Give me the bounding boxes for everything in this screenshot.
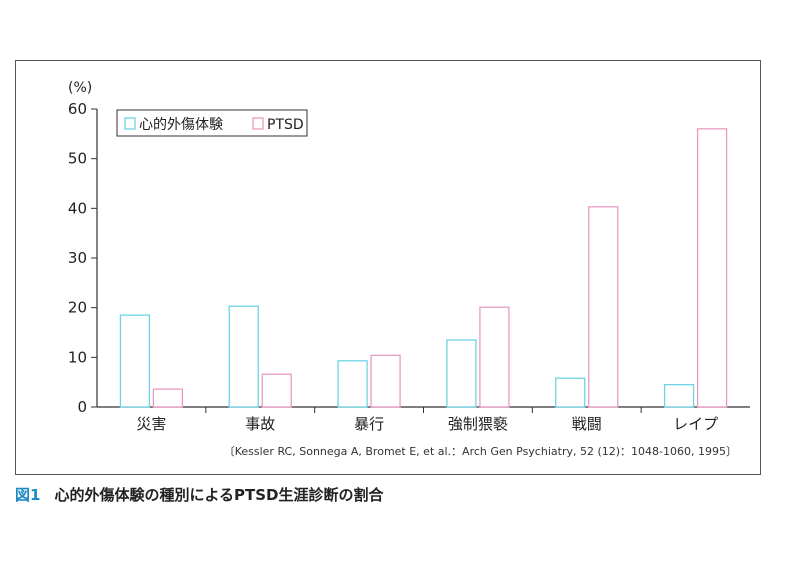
figure-frame — [15, 60, 761, 475]
legend-label-trauma: 心的外傷体験 — [139, 117, 223, 133]
y-axis-unit: (%) — [68, 80, 92, 96]
y-tick-label: 50 — [68, 150, 87, 168]
bar-trauma — [228, 305, 259, 408]
bar-ptsd — [696, 128, 728, 408]
y-tick-label: 0 — [77, 398, 87, 416]
bar-ptsd — [479, 306, 510, 408]
bar-trauma — [446, 339, 477, 408]
bar-ptsd — [370, 354, 401, 408]
legend-swatch-ptsd — [252, 117, 264, 130]
bar-trauma — [337, 360, 368, 408]
x-tick-label: 事故 — [245, 415, 275, 433]
y-tick-label: 60 — [68, 100, 87, 118]
legend-box — [116, 109, 308, 137]
bar-trauma — [555, 377, 586, 408]
legend-swatch-trauma — [124, 117, 136, 130]
y-tick-label: 30 — [68, 249, 87, 267]
source-citation: 〔Kessler RC, Sonnega A, Bromet E, et al.… — [224, 445, 737, 458]
x-tick-label: 災害 — [136, 415, 166, 433]
figure-caption-text: 心的外傷体験の種別によるPTSD生涯診断の割合 — [54, 486, 384, 504]
x-tick-label: 暴行 — [354, 415, 384, 433]
figure-caption: 図1 心的外傷体験の種別によるPTSD生涯診断の割合 — [15, 484, 383, 505]
bar-ptsd — [152, 388, 184, 408]
figure-number: 図1 — [15, 486, 41, 504]
legend-label-ptsd: PTSD — [267, 117, 304, 133]
y-tick-label: 40 — [68, 199, 87, 217]
x-tick-label: 強制猥褻 — [448, 415, 508, 433]
y-tick-label: 10 — [68, 348, 87, 366]
bar-ptsd — [588, 206, 619, 408]
x-tick-label: 戦闘 — [572, 415, 602, 433]
bar-trauma — [663, 383, 695, 408]
x-tick-label: レイプ — [673, 415, 718, 433]
bar-ptsd — [261, 373, 292, 408]
y-tick-label: 20 — [68, 299, 87, 317]
bar-trauma — [119, 314, 151, 408]
